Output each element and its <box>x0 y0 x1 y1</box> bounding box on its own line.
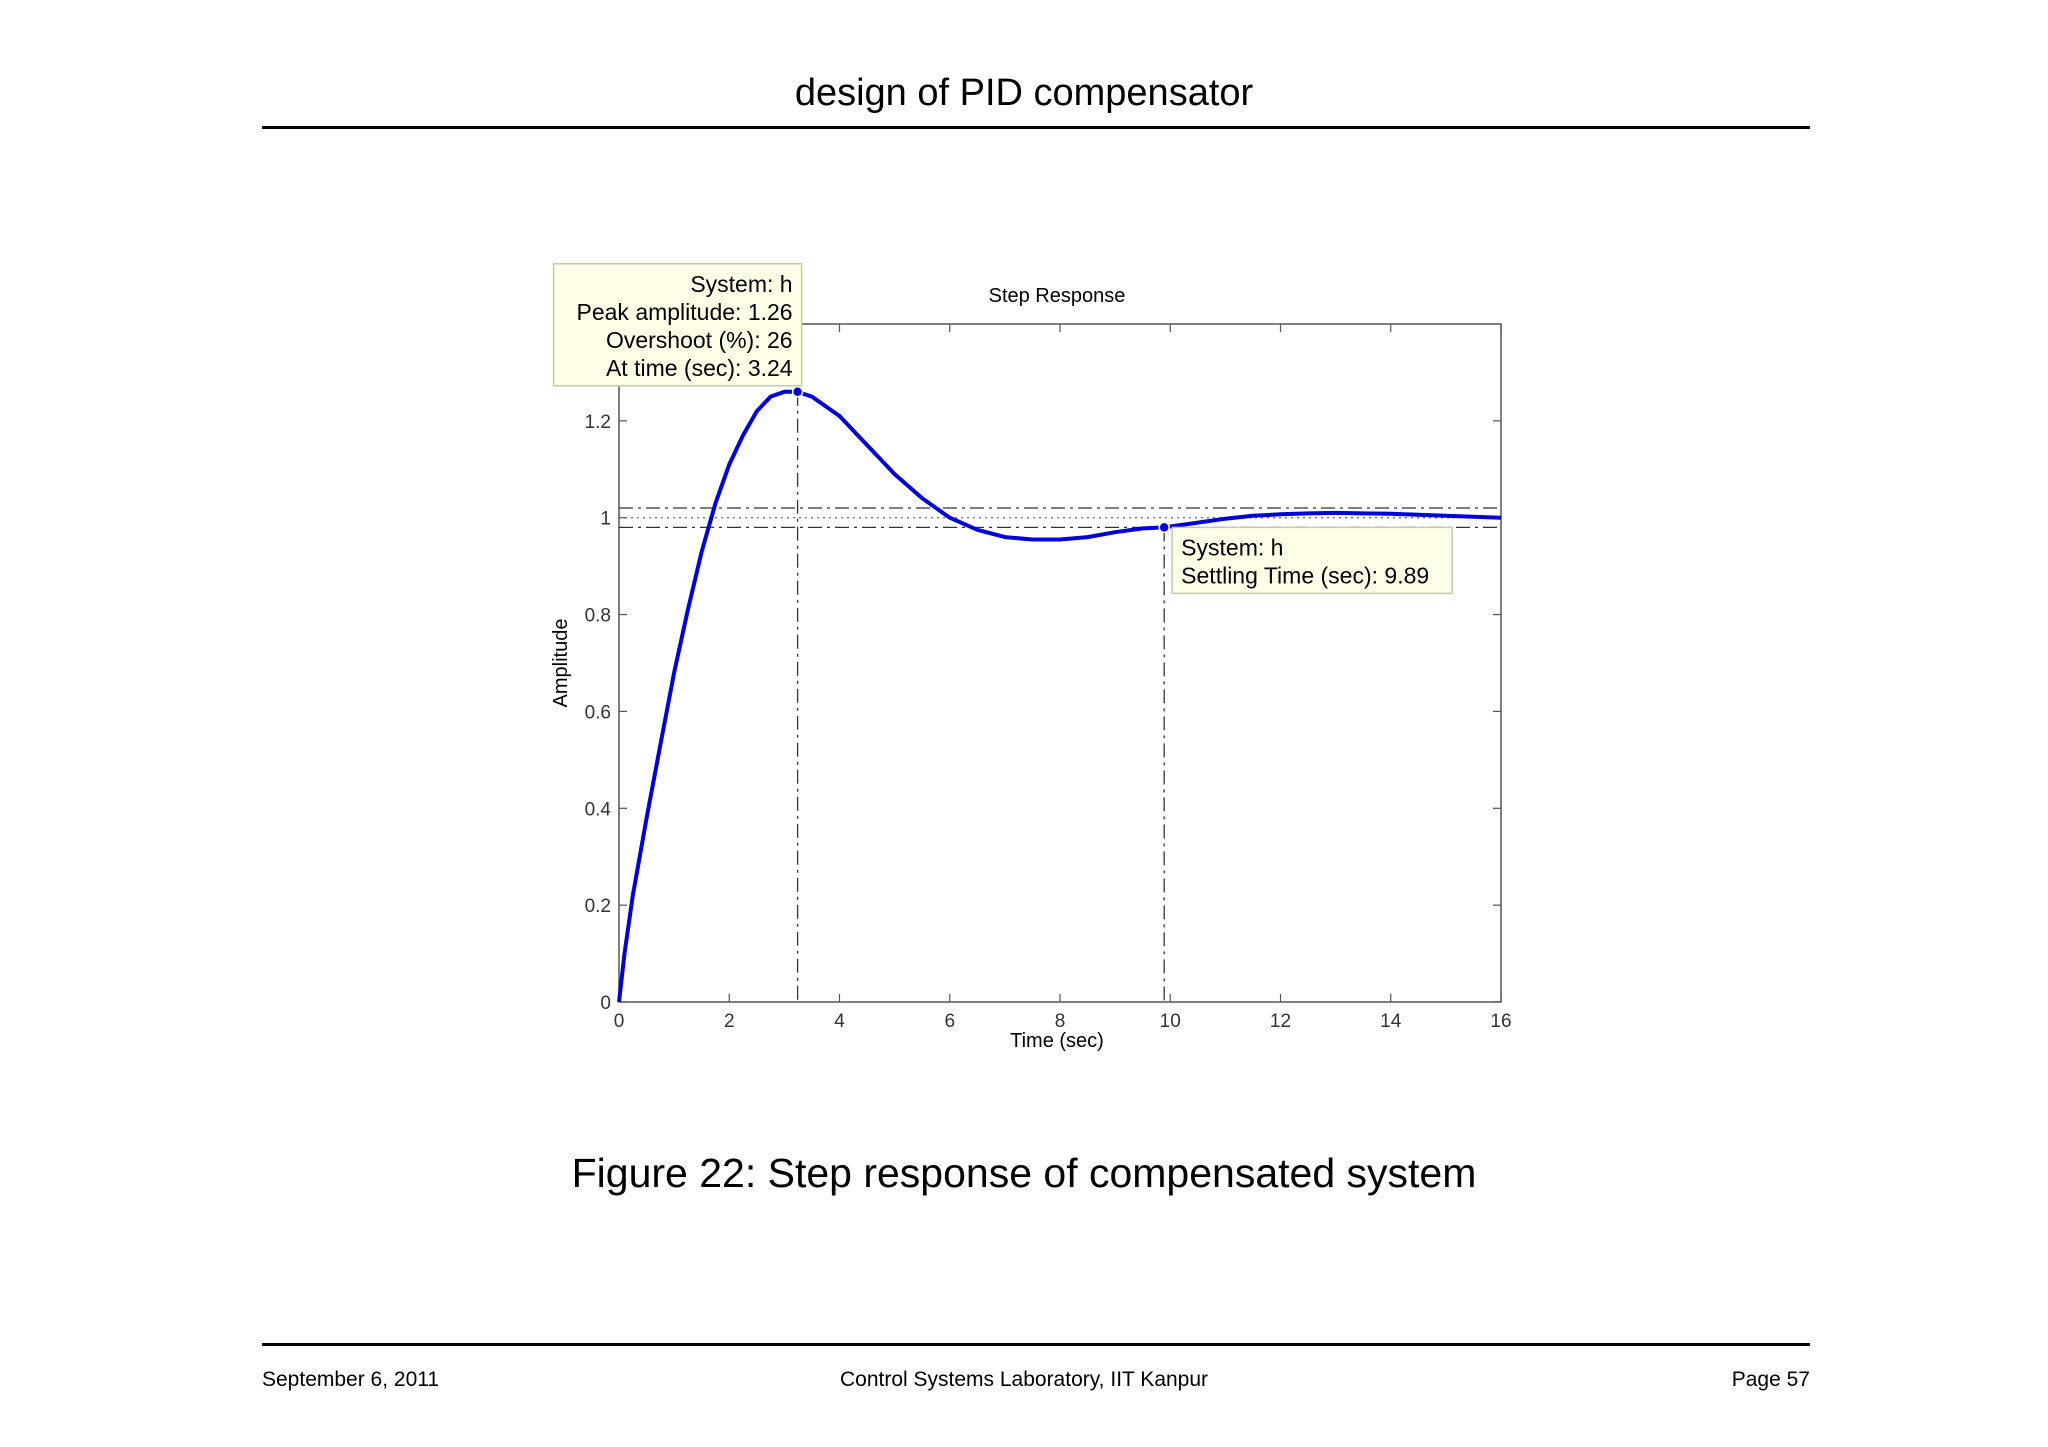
settling-marker <box>1158 521 1170 534</box>
settling-tooltip-line: System: h <box>1181 534 1283 560</box>
x-tick-label: 4 <box>834 1011 845 1032</box>
x-tick-label: 8 <box>1055 1011 1066 1032</box>
y-tick-label: 0.2 <box>585 896 611 917</box>
footer-lab: Control Systems Laboratory, IIT Kanpur <box>839 1368 1209 1391</box>
peak-marker <box>791 386 804 398</box>
peak-tooltip-line: At time (sec): 3.24 <box>606 355 793 381</box>
x-tick-label: 2 <box>724 1011 735 1032</box>
y-tick-label: 1 <box>600 509 611 530</box>
footer-page-number: Page 57 <box>1731 1368 1810 1391</box>
y-tick-label: 0 <box>600 993 611 1014</box>
x-tick-label: 16 <box>1490 1011 1511 1032</box>
y-tick-label: 0.8 <box>585 606 611 627</box>
x-tick-label: 12 <box>1270 1011 1291 1032</box>
y-axis-label: Amplitude <box>550 619 572 708</box>
x-tick-label: 14 <box>1380 1011 1402 1032</box>
peak-tooltip-line: Peak amplitude: 1.26 <box>577 299 793 325</box>
x-tick-label: 10 <box>1160 1011 1181 1032</box>
chart-title: Step Response <box>989 285 1126 307</box>
settling-tooltip-box <box>1171 526 1453 595</box>
x-tick-label: 0 <box>614 1011 625 1032</box>
page-header-title: design of PID compensator <box>794 72 1254 114</box>
y-tick-label: 0.4 <box>585 799 612 820</box>
plot-frame <box>618 323 1502 1003</box>
settling-tooltip-line: Settling Time (sec): 9.89 <box>1181 562 1429 588</box>
figure-caption: Figure 22: Step response of compensated … <box>571 1150 1477 1196</box>
step-response-line <box>617 389 1502 1003</box>
footer-date: September 6, 2011 <box>262 1368 440 1391</box>
x-tick-label: 6 <box>944 1011 955 1032</box>
x-axis-label: Time (sec) <box>1010 1030 1104 1052</box>
peak-tooltip-line: System: h <box>690 271 792 297</box>
peak-tooltip-box <box>552 263 803 387</box>
header-rule <box>262 126 1810 129</box>
peak-tooltip-line: Overshoot (%): 26 <box>606 327 793 353</box>
y-tick-label: 0.6 <box>585 702 611 723</box>
footer-rule <box>262 1343 1810 1346</box>
y-tick-label: 1.2 <box>585 412 611 433</box>
